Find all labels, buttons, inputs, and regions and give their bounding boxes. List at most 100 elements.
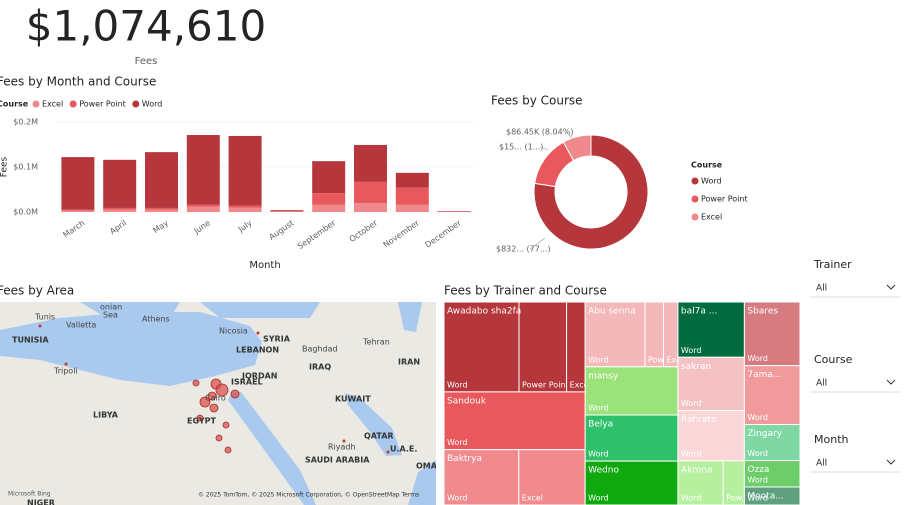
x-tick-label: July — [236, 218, 254, 234]
tile-course-label: Word — [588, 355, 609, 364]
tile-trainer-label: Sandouk — [447, 396, 487, 406]
map-label: Sea — [103, 311, 118, 320]
legend-title: Course — [0, 100, 29, 109]
chart-title: Fees by Month and Course — [0, 75, 156, 89]
tile-trainer-label: Sbares — [747, 307, 778, 317]
map-dot — [256, 331, 260, 335]
data-label: $15... (1...) — [499, 143, 543, 152]
x-tick-label: October — [348, 218, 380, 244]
treemap-tile — [566, 302, 586, 393]
slicer-value[interactable]: All — [816, 284, 827, 294]
tile-trainer-label: Belya — [588, 420, 613, 430]
bar-segment — [354, 144, 387, 182]
map-bubble — [215, 434, 223, 442]
map-logo: Microsoft Bing — [8, 491, 51, 498]
map-bubble — [215, 383, 229, 397]
bar-segment — [145, 209, 178, 212]
tile-course-label: Word — [747, 494, 768, 503]
bar-segment — [61, 157, 95, 210]
tile-course-label: Pow... — [648, 355, 671, 364]
sea — [408, 460, 436, 505]
chart-title: Fees by Trainer and Course — [444, 284, 607, 298]
treemap-tile — [584, 414, 679, 462]
map-label: Tunis — [34, 313, 55, 322]
tile-course-label: Word — [588, 404, 609, 413]
map-bubble — [230, 389, 240, 399]
tile-trainer-label: Awadabo sha2fa — [447, 307, 521, 317]
slicer-value[interactable]: All — [816, 459, 827, 469]
sea — [345, 393, 402, 456]
treemap-tile — [677, 460, 724, 505]
treemap-tile — [444, 302, 520, 393]
x-tick-label: May — [151, 218, 170, 235]
map-label: Tripoli — [53, 367, 78, 376]
map-label: Valletta — [66, 321, 96, 330]
treemap-tile — [743, 424, 800, 462]
bar-segment — [312, 161, 346, 194]
tile-trainer-label: Zingary — [747, 429, 782, 439]
bar-segment — [228, 205, 262, 208]
tile-trainer-label: Abu senna — [588, 307, 636, 317]
map-label: Athens — [142, 315, 170, 324]
bar-segment — [354, 181, 387, 203]
data-label: $86.45K (8.04%) — [506, 128, 573, 137]
y-tick-label: $0.2M — [13, 118, 38, 127]
legend-label: Excel — [42, 100, 63, 109]
tile-course-label: Word — [747, 449, 768, 458]
dropdown-chevron[interactable] — [886, 284, 896, 290]
map-bubble — [192, 379, 200, 387]
bar-segment — [395, 172, 429, 188]
map-bubble — [222, 421, 230, 429]
map-label: SYRIA — [263, 335, 291, 344]
bar-segment — [61, 209, 95, 211]
bar-segment — [395, 187, 429, 205]
tile-trainer-label: mansy — [588, 371, 619, 381]
dropdown-chevron[interactable] — [886, 379, 896, 385]
x-tick-label: June — [192, 218, 212, 236]
donut-slice — [533, 134, 649, 250]
map-bubble — [224, 446, 232, 454]
tile-trainer-label: Akrona — [681, 465, 713, 475]
x-tick-label: April — [108, 218, 128, 236]
bar-segment — [186, 206, 220, 212]
tile-course-label: Word — [447, 380, 468, 389]
slicers: Trainer All Course All Month All — [810, 258, 900, 473]
tile-trainer-label: Ozza — [747, 465, 769, 475]
treemap-tile — [518, 302, 568, 393]
donut-slice — [562, 134, 592, 162]
tile-course-label: Word — [681, 494, 702, 503]
treemap-tile — [444, 391, 586, 451]
data-label: $832... (77...) — [496, 245, 551, 254]
map-bubble — [196, 414, 204, 422]
tile-course-label: Word — [747, 354, 768, 363]
tile-course-label: Excel — [570, 380, 591, 389]
map-label: Cairo — [205, 394, 226, 403]
bar-segment — [103, 209, 137, 212]
map-bubble — [209, 403, 219, 413]
bar-segment — [228, 207, 262, 212]
legend-marker — [69, 100, 77, 108]
legend-label: Word — [142, 100, 163, 109]
y-axis-title: Fees — [0, 156, 10, 177]
map-label: KUWAIT — [335, 395, 371, 404]
chart-title: Fees by Area — [0, 284, 74, 298]
treemap-tile — [518, 449, 586, 505]
legend-marker — [691, 213, 699, 221]
tile-trainer-label: 7ama... — [747, 370, 781, 380]
bar-segment — [228, 135, 262, 206]
tile-trainer-label: Baktrya — [447, 454, 482, 464]
sea — [228, 392, 316, 505]
tile-course-label: Power Point — [522, 380, 569, 389]
map-label: U.A.E. — [390, 445, 417, 454]
dropdown-chevron[interactable] — [886, 459, 896, 465]
x-axis-title: Month — [249, 260, 280, 271]
treemap-tile — [743, 365, 800, 426]
tile-course-label: Word — [447, 438, 468, 447]
bar-segment — [103, 207, 137, 210]
map-label: TUNISIA — [12, 336, 49, 345]
map-bubble — [199, 396, 211, 408]
slicer-value[interactable]: All — [816, 379, 827, 389]
tile-course-label: Word — [681, 449, 702, 458]
bar-segment — [312, 204, 346, 212]
